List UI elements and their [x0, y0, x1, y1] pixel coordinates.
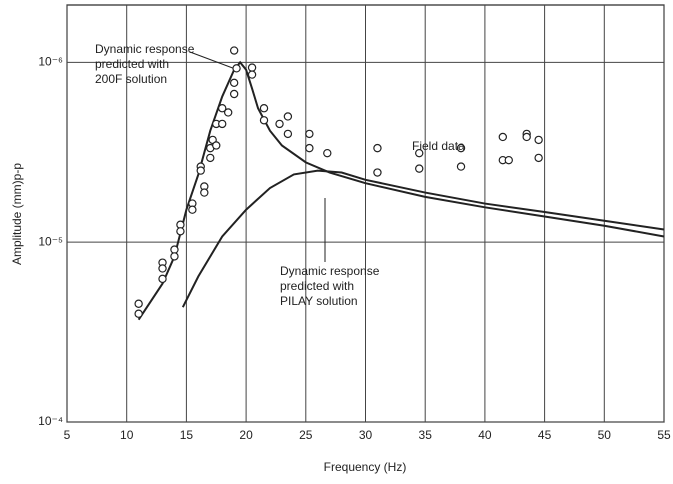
field-point [196, 166, 205, 175]
field-point [170, 245, 179, 254]
field-point [373, 143, 382, 153]
field-point [229, 46, 239, 55]
response-curve [137, 60, 665, 321]
y-tick-label: 10⁻⁶ [38, 54, 63, 68]
x-tick-label: 10 [120, 428, 134, 442]
field-point [232, 64, 241, 73]
annotation: Dynamic response [280, 264, 380, 278]
field-point [415, 148, 424, 158]
x-tick-label: 5 [64, 428, 71, 442]
field-point [247, 70, 257, 79]
y-axis-title: Amplitude (mm)p-p [10, 163, 24, 265]
field-point [229, 78, 239, 88]
x-tick-label: 20 [239, 428, 253, 442]
field-point [283, 129, 293, 139]
x-tick-label: 30 [359, 428, 373, 442]
annotation: 200F solution [95, 72, 167, 86]
field-point [305, 143, 314, 153]
field-point [305, 129, 314, 139]
field-point [275, 119, 284, 129]
field-point [229, 89, 239, 99]
field-point [415, 164, 424, 173]
field-point [176, 227, 185, 236]
field-point [212, 141, 221, 150]
field-point [522, 132, 531, 142]
field-point [259, 104, 269, 113]
field-point [158, 274, 167, 284]
field-point [456, 162, 466, 171]
field-point [247, 63, 257, 72]
annotation: PILAY solution [280, 294, 358, 308]
field-point [134, 309, 143, 318]
field-point [373, 168, 382, 177]
y-tick-label: 10⁻⁵ [38, 234, 63, 248]
annotation: predicted with [280, 279, 354, 293]
x-axis-title: Frequency (Hz) [324, 460, 407, 474]
field-point [498, 132, 508, 142]
x-tick-label: 55 [657, 428, 671, 442]
x-tick-label: 25 [299, 428, 313, 442]
field-point [534, 135, 543, 145]
field-point [206, 153, 215, 163]
response-curve [181, 169, 665, 308]
leader-line [189, 51, 239, 71]
field-point [456, 143, 466, 153]
series-label: Field data [412, 139, 465, 153]
y-tick-label: 10⁻⁴ [38, 414, 63, 428]
field-point [134, 299, 143, 308]
field-point [218, 104, 227, 113]
field-point [534, 153, 543, 163]
field-point [223, 108, 233, 117]
x-tick-label: 35 [419, 428, 433, 442]
field-point [323, 148, 332, 158]
annotation: predicted with [95, 57, 169, 71]
field-point [200, 188, 209, 197]
annotation: Dynamic response [95, 42, 195, 56]
field-point [170, 252, 179, 261]
field-point [158, 264, 167, 273]
x-tick-label: 45 [538, 428, 552, 442]
field-point [504, 155, 513, 165]
field-point [259, 116, 269, 125]
x-tick-label: 15 [180, 428, 194, 442]
field-point [218, 119, 227, 129]
x-tick-label: 40 [478, 428, 492, 442]
x-tick-label: 50 [598, 428, 612, 442]
field-point [283, 112, 293, 121]
field-point [188, 205, 197, 214]
